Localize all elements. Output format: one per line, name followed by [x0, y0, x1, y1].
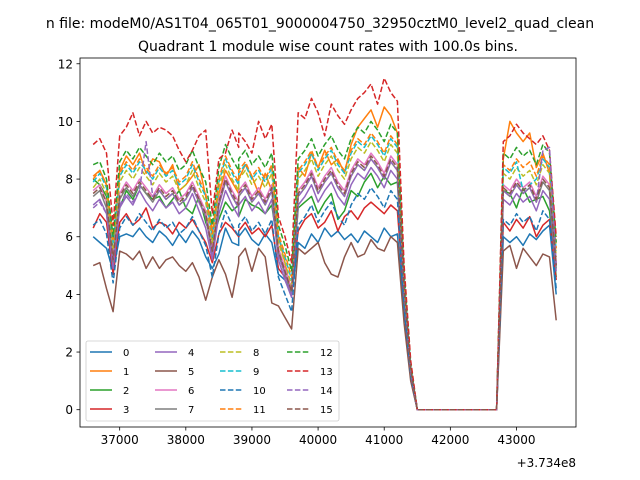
legend-label-0: 0	[123, 348, 129, 359]
legend-frame	[85, 340, 340, 422]
legend-label-6: 6	[188, 386, 194, 397]
y-tick-label: 6	[65, 230, 73, 244]
series-line-11	[92, 132, 557, 411]
x-axis-ticks: 37000 38000 39000 40000 41000 42000 43000	[101, 427, 536, 447]
x-tick-label: 39000	[233, 433, 271, 447]
legend-label-8: 8	[253, 348, 259, 359]
chart-title: Quadrant 1 module wise count rates with …	[138, 39, 518, 55]
series-lines	[92, 77, 557, 411]
legend-label-4: 4	[188, 348, 194, 359]
legend-label-1: 1	[123, 367, 129, 378]
y-tick-label: 12	[58, 57, 73, 71]
series-line-15	[92, 155, 557, 411]
legend-label-5: 5	[188, 367, 194, 378]
y-tick-label: 10	[58, 115, 73, 129]
legend-label-15: 15	[320, 405, 333, 416]
legend-label-12: 12	[320, 348, 333, 359]
legend-label-14: 14	[320, 386, 333, 397]
plot-area	[79, 57, 577, 428]
series-line-8	[92, 140, 557, 411]
y-tick-label: 8	[65, 173, 73, 187]
x-tick-label: 42000	[431, 433, 469, 447]
x-tick-label: 37000	[101, 433, 139, 447]
x-tick-label: 38000	[167, 433, 205, 447]
legend-label-3: 3	[123, 405, 129, 416]
x-axis-offset-label: +3.734e8	[517, 456, 576, 470]
x-tick-label: 41000	[365, 433, 403, 447]
y-tick-label: 4	[65, 288, 73, 302]
x-tick-label: 43000	[497, 433, 535, 447]
legend-label-9: 9	[253, 367, 259, 378]
series-line-12	[92, 120, 557, 411]
legend-label-11: 11	[253, 405, 266, 416]
figure-suptitle: n file: modeM0/AS1T04_065T01_9000004750_…	[46, 16, 594, 32]
legend-label-7: 7	[188, 405, 194, 416]
legend-label-2: 2	[123, 386, 129, 397]
y-tick-label: 0	[65, 403, 73, 417]
y-tick-label: 2	[65, 346, 73, 360]
x-tick-label: 40000	[299, 433, 337, 447]
legend-label-10: 10	[253, 386, 266, 397]
legend-label-13: 13	[320, 367, 333, 378]
y-axis-ticks: 0 2 4 6 8 10 12	[58, 57, 80, 417]
